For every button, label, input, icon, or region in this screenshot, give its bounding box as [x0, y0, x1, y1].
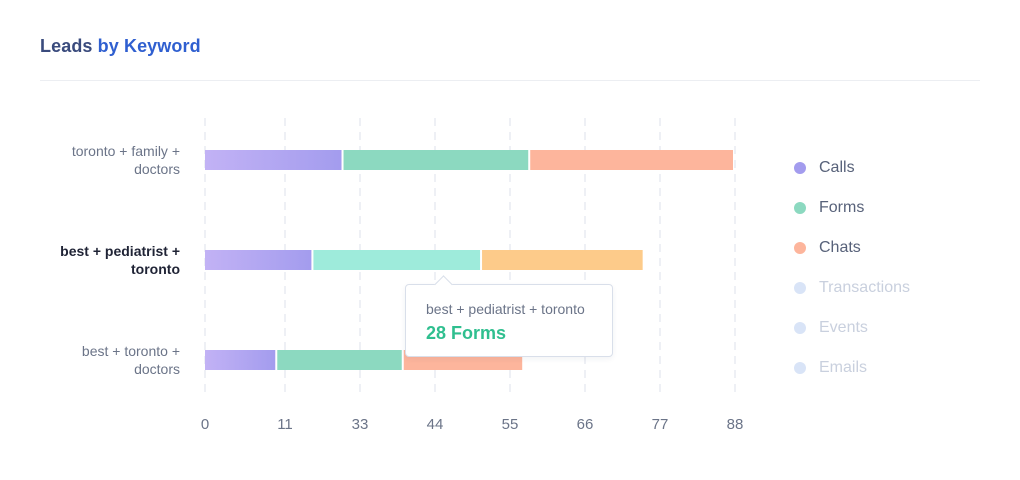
- category-label-line: toronto + family +: [71, 143, 180, 159]
- legend-dot-icon: [794, 322, 806, 334]
- title-word-leads: Leads: [40, 36, 93, 56]
- legend-label: Transactions: [819, 279, 910, 296]
- legend-item-transactions[interactable]: Transactions: [794, 268, 910, 308]
- bar-calls-1[interactable]: [205, 250, 312, 270]
- legend-item-forms[interactable]: Forms: [794, 188, 910, 228]
- bar-calls-0[interactable]: [205, 150, 342, 170]
- legend-dot-icon: [794, 202, 806, 214]
- title-divider: [40, 80, 980, 81]
- x-tick-label: 77: [651, 416, 669, 433]
- category-label-line: toronto: [131, 261, 180, 277]
- category-label-line: best + pediatrist +: [60, 243, 180, 259]
- bar-chats-0[interactable]: [530, 150, 733, 170]
- legend-dot-icon: [794, 282, 806, 294]
- legend-label: Chats: [819, 239, 861, 256]
- bar-forms-0[interactable]: [343, 150, 529, 170]
- category-label-line: best + toronto +: [81, 343, 180, 359]
- bar-forms-2[interactable]: [277, 350, 402, 370]
- chart-title: Leads by Keyword: [40, 36, 201, 57]
- bar-chats-1[interactable]: [482, 250, 643, 270]
- bar-calls-2[interactable]: [205, 350, 276, 370]
- legend-dot-icon: [794, 242, 806, 254]
- legend-label: Events: [819, 319, 868, 336]
- legend: Calls Forms Chats Transactions Events Emails: [794, 148, 910, 388]
- x-tick-label: 33: [351, 416, 369, 433]
- legend-label: Forms: [819, 199, 865, 216]
- tooltip: best + pediatrist + toronto 28 Forms: [405, 275, 613, 357]
- x-tick-label: 44: [426, 416, 444, 433]
- category-label-line: doctors: [134, 361, 180, 377]
- x-tick-label: 88: [726, 416, 744, 433]
- legend-dot-icon: [794, 162, 806, 174]
- category-label-2: best + toronto + doctors: [20, 342, 180, 378]
- title-word-keyword: Keyword: [123, 36, 201, 56]
- x-tick-label: 55: [501, 416, 519, 433]
- x-tick-label: 66: [576, 416, 594, 433]
- tooltip-value: 28 Forms: [426, 323, 507, 343]
- category-label-line: doctors: [134, 161, 180, 177]
- title-word-by: by: [97, 36, 119, 56]
- legend-item-events[interactable]: Events: [794, 308, 910, 348]
- x-tick-label: 11: [277, 416, 293, 433]
- legend-item-calls[interactable]: Calls: [794, 148, 910, 188]
- x-tick-label: 0: [200, 416, 210, 433]
- category-label-0: toronto + family + doctors: [20, 142, 180, 178]
- legend-item-emails[interactable]: Emails: [794, 348, 910, 388]
- bar-forms-1[interactable]: [313, 250, 481, 270]
- legend-label: Calls: [819, 159, 855, 176]
- tooltip-category: best + pediatrist + toronto: [426, 301, 585, 317]
- legend-dot-icon: [794, 362, 806, 374]
- category-label-1: best + pediatrist + toronto: [20, 242, 180, 278]
- legend-label: Emails: [819, 359, 868, 376]
- legend-item-chats[interactable]: Chats: [794, 228, 910, 268]
